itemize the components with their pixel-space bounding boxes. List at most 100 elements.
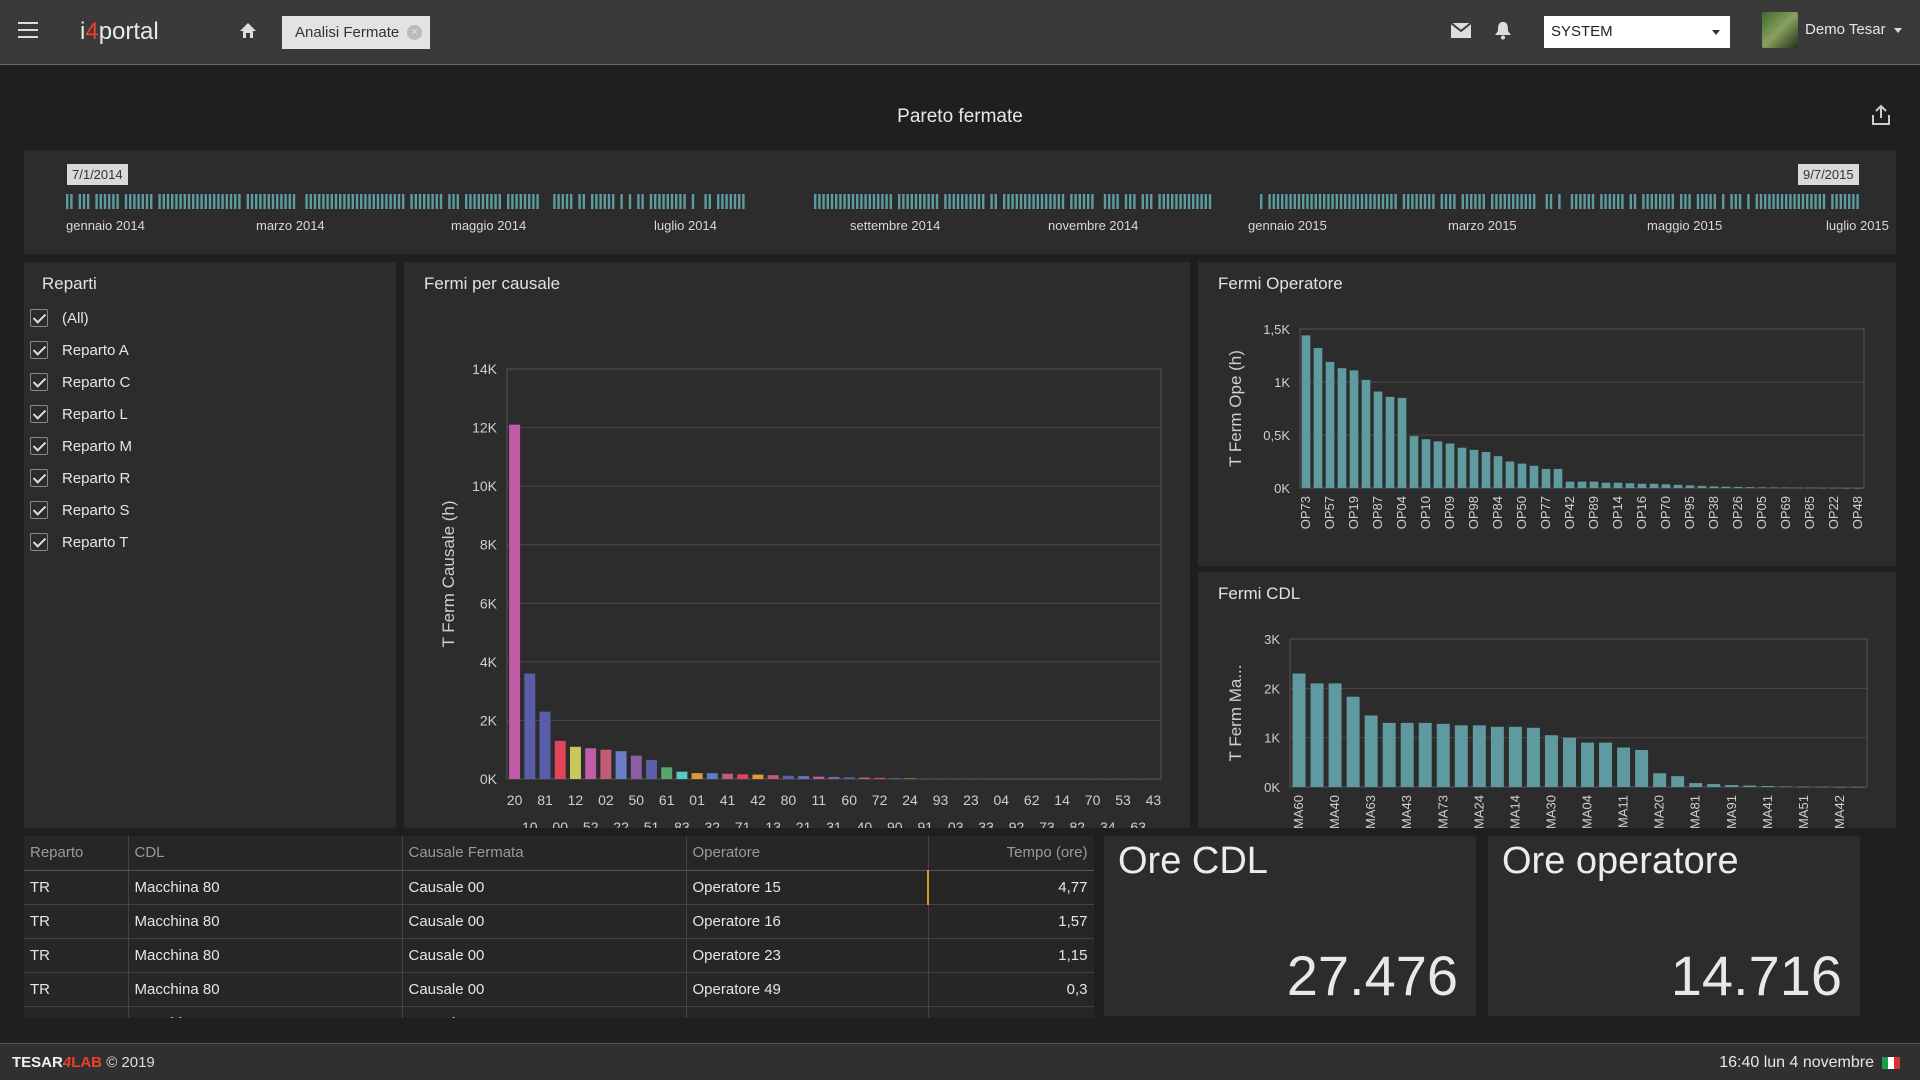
bar[interactable] bbox=[615, 751, 627, 779]
checkbox-check-icon[interactable] bbox=[30, 309, 48, 327]
bar[interactable] bbox=[1721, 486, 1731, 488]
bar[interactable] bbox=[1087, 778, 1099, 780]
table-row[interactable]: TR Macchina 80 Causale 00 Operatore 16 1,57 bbox=[24, 904, 1094, 939]
menu-icon[interactable] bbox=[18, 22, 38, 38]
bar[interactable] bbox=[1761, 786, 1775, 787]
bar[interactable] bbox=[1292, 673, 1306, 787]
bar[interactable] bbox=[995, 778, 1007, 780]
bar[interactable] bbox=[1117, 778, 1129, 780]
bar[interactable] bbox=[1011, 778, 1022, 780]
mail-icon[interactable] bbox=[1451, 23, 1471, 38]
bar[interactable] bbox=[1409, 436, 1419, 488]
fermate-table[interactable]: Reparto CDL Causale Fermata Operatore Tempo … bbox=[24, 836, 1094, 1018]
checkbox-check-icon[interactable] bbox=[30, 501, 48, 519]
bar[interactable] bbox=[1805, 487, 1815, 489]
bar[interactable] bbox=[904, 778, 916, 780]
date-range-timeline[interactable]: 7/1/2014 9/7/2015 gennaio 2014 marzo 2014… bbox=[24, 150, 1896, 254]
timeline-bars[interactable] bbox=[24, 190, 1896, 210]
bar[interactable] bbox=[1469, 449, 1479, 488]
bar[interactable] bbox=[1397, 397, 1407, 488]
table-row[interactable]: TR Macchina 80 Causale 00 Operatore 15 4,77 bbox=[24, 870, 1094, 905]
bar[interactable] bbox=[1565, 481, 1575, 488]
bar[interactable] bbox=[1853, 487, 1863, 489]
checkbox-check-icon[interactable] bbox=[30, 437, 48, 455]
bar[interactable] bbox=[1400, 722, 1414, 787]
bar[interactable] bbox=[524, 673, 536, 779]
bar[interactable] bbox=[1733, 486, 1743, 488]
bar[interactable] bbox=[1364, 715, 1378, 787]
bar[interactable] bbox=[1637, 483, 1647, 488]
bar[interactable] bbox=[1599, 742, 1613, 787]
bar[interactable] bbox=[1313, 348, 1323, 488]
bar[interactable] bbox=[1418, 722, 1432, 787]
bar[interactable] bbox=[1779, 786, 1793, 788]
bar[interactable] bbox=[1553, 468, 1563, 488]
bar[interactable] bbox=[843, 777, 855, 779]
bar[interactable] bbox=[1325, 361, 1335, 488]
bar[interactable] bbox=[1613, 482, 1623, 488]
bar[interactable] bbox=[1601, 482, 1611, 488]
bar[interactable] bbox=[1625, 483, 1635, 488]
table-row[interactable]: TR Macchina 80 Causale 00 Operatore 23 1,15 bbox=[24, 938, 1094, 973]
bar[interactable] bbox=[980, 778, 992, 780]
bar[interactable] bbox=[813, 776, 825, 779]
bar[interactable] bbox=[1689, 783, 1703, 787]
bar[interactable] bbox=[1490, 726, 1504, 787]
bar[interactable] bbox=[934, 778, 946, 780]
bar[interactable] bbox=[1349, 370, 1359, 488]
bar[interactable] bbox=[1649, 483, 1659, 488]
bar[interactable] bbox=[1056, 778, 1068, 780]
start-date-badge[interactable]: 7/1/2014 bbox=[67, 164, 128, 185]
bar[interactable] bbox=[600, 749, 612, 779]
bar[interactable] bbox=[1508, 726, 1522, 787]
bar[interactable] bbox=[1147, 778, 1159, 780]
bar[interactable] bbox=[630, 755, 642, 779]
end-date-badge[interactable]: 9/7/2015 bbox=[1798, 164, 1859, 185]
bar[interactable] bbox=[1635, 750, 1649, 787]
bar[interactable] bbox=[782, 775, 794, 779]
bar[interactable] bbox=[737, 774, 749, 779]
share-icon[interactable] bbox=[1870, 104, 1892, 126]
bar[interactable] bbox=[1026, 778, 1038, 780]
bar[interactable] bbox=[1529, 465, 1539, 488]
bar[interactable] bbox=[1544, 735, 1558, 787]
reparto-checkbox[interactable]: Reparto L bbox=[30, 398, 132, 430]
user-menu[interactable]: Demo Tesar bbox=[1805, 21, 1902, 38]
bar[interactable] bbox=[585, 748, 597, 779]
bar[interactable] bbox=[1685, 485, 1695, 488]
bar[interactable] bbox=[1707, 784, 1721, 787]
bar[interactable] bbox=[706, 773, 718, 779]
bar[interactable] bbox=[1725, 785, 1739, 787]
bar[interactable] bbox=[1526, 727, 1540, 787]
bar[interactable] bbox=[676, 771, 688, 779]
bar[interactable] bbox=[646, 759, 657, 779]
bar[interactable] bbox=[1817, 487, 1827, 489]
tab-close-icon[interactable]: × bbox=[407, 25, 422, 40]
bar[interactable] bbox=[1671, 776, 1685, 787]
bar[interactable] bbox=[1328, 683, 1342, 787]
bar[interactable] bbox=[1673, 484, 1683, 488]
bar[interactable] bbox=[509, 424, 521, 779]
table-row[interactable]: TR Macchina 80 Causale 00 Operatore 49 0,3 bbox=[24, 972, 1094, 1007]
bar[interactable] bbox=[554, 740, 566, 779]
bar[interactable] bbox=[1577, 481, 1587, 488]
bell-icon[interactable] bbox=[1494, 21, 1512, 40]
bar[interactable] bbox=[767, 775, 779, 779]
bar[interactable] bbox=[1481, 451, 1491, 488]
bar[interactable] bbox=[539, 711, 551, 779]
column-header[interactable]: Causale Fermata bbox=[402, 836, 687, 871]
bar[interactable] bbox=[889, 778, 901, 779]
bar[interactable] bbox=[1346, 696, 1360, 787]
bar[interactable] bbox=[569, 746, 581, 779]
app-logo[interactable]: i4portal bbox=[80, 18, 159, 45]
bar[interactable] bbox=[828, 776, 840, 779]
bar[interactable] bbox=[1457, 447, 1467, 488]
tab-analisi-fermate[interactable]: Analisi Fermate × bbox=[282, 16, 430, 49]
bar[interactable] bbox=[1541, 468, 1551, 488]
bar[interactable] bbox=[1617, 747, 1631, 787]
bar[interactable] bbox=[1769, 487, 1779, 489]
reparto-checkbox[interactable]: (All) bbox=[30, 302, 132, 334]
bar[interactable] bbox=[874, 777, 886, 779]
checkbox-check-icon[interactable] bbox=[30, 405, 48, 423]
